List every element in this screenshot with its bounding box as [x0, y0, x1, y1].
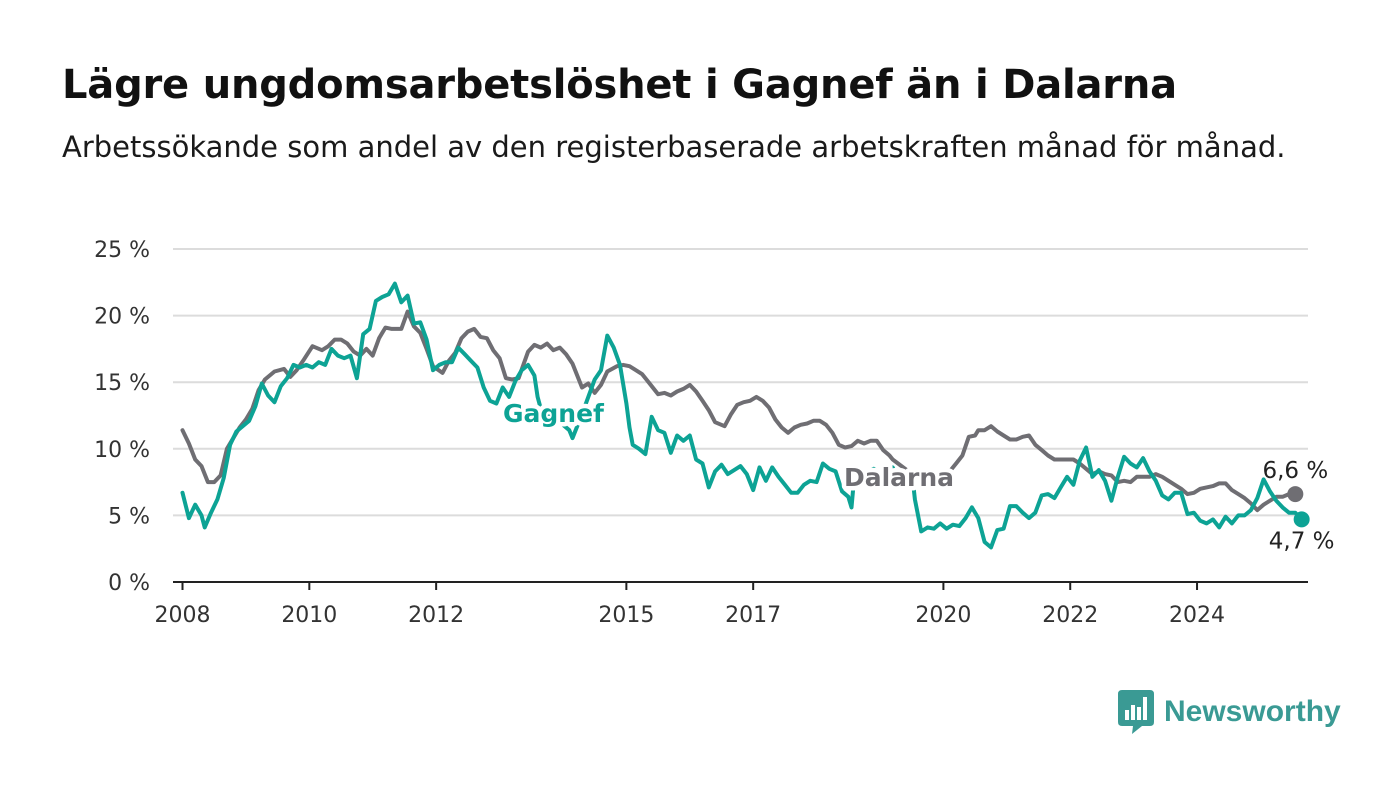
end-marker-dalarna [1287, 486, 1304, 503]
end-value-label-gagnef: 4,7 % [1269, 528, 1335, 554]
chart-subtitle: Arbetssökande som andel av den registerb… [62, 130, 1286, 164]
x-tick-label: 2008 [155, 603, 211, 628]
x-axis-ticks: 2008 2010 2012 2015 2017 2020 2022 2024 [155, 582, 1225, 628]
series-label-gagnef: Gagnef [503, 399, 605, 428]
logo-text: Newsworthy [1164, 695, 1341, 728]
end-value-label-dalarna: 6,6 % [1262, 458, 1328, 484]
y-tick-label: 0 % [108, 571, 150, 596]
y-tick-label: 15 % [94, 371, 150, 396]
x-tick-label: 2012 [408, 603, 464, 628]
x-tick-label: 2024 [1169, 603, 1225, 628]
series-line-dalarna [180, 309, 1298, 513]
series-lines [180, 281, 1304, 550]
x-tick-label: 2017 [725, 603, 781, 628]
gridlines [173, 248, 1308, 583]
x-tick-label: 2022 [1042, 603, 1098, 628]
newsworthy-logo: Newsworthy [1118, 690, 1341, 734]
series-label-halo: Dalarna [844, 463, 954, 492]
end-marker-gagnef [1293, 511, 1310, 528]
series-label-halo: Gagnef [503, 399, 605, 428]
series-line-gagnef [180, 281, 1304, 550]
series-label-dalarna: Dalarna [844, 463, 954, 492]
x-tick-label: 2010 [281, 603, 337, 628]
y-tick-label: 25 % [94, 238, 150, 263]
y-axis-ticks: 0 % 5 % 10 % 15 % 20 % 25 % [94, 238, 150, 596]
x-tick-label: 2020 [915, 603, 971, 628]
newsworthy-bar-chart-icon [1118, 690, 1154, 734]
y-tick-label: 5 % [108, 504, 150, 529]
x-tick-label: 2015 [598, 603, 654, 628]
chart-title: Lägre ungdomsarbetslöshet i Gagnef än i … [62, 62, 1177, 108]
y-tick-label: 20 % [94, 305, 150, 330]
y-tick-label: 10 % [94, 438, 150, 463]
